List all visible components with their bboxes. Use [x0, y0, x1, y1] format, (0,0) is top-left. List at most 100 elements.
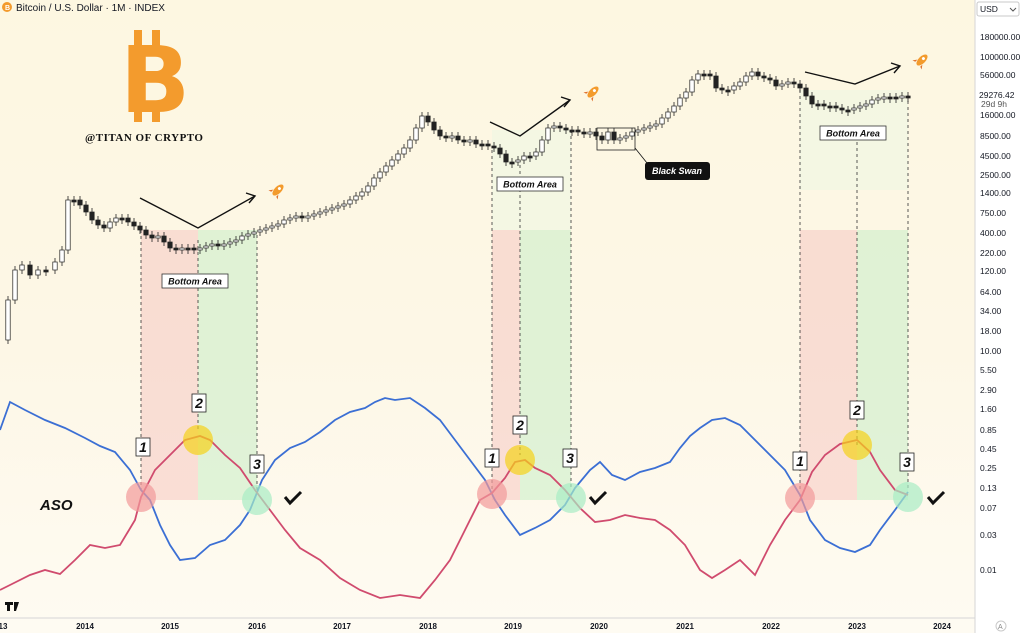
x-tick-label: 2023 [848, 622, 866, 631]
price-candle [125, 217, 131, 223]
price-candle [497, 147, 503, 155]
marker-number: 3 [566, 450, 574, 466]
price-candle [905, 95, 911, 99]
price-candle [743, 75, 749, 83]
marker-box [135, 437, 151, 457]
price-candle [641, 127, 647, 131]
price-candle [257, 229, 263, 233]
price-candle [725, 89, 731, 93]
price-candle [851, 107, 857, 111]
price-candle [209, 243, 215, 247]
price-candle [875, 97, 881, 101]
price-candle [701, 73, 707, 77]
price-candle [473, 139, 479, 145]
price-candle [353, 195, 359, 201]
price-candle [167, 241, 173, 249]
x-tick-label: 2022 [762, 622, 780, 631]
y-tick-label: 120.00 [980, 266, 1006, 276]
y-tick-label: 1400.00 [980, 188, 1011, 198]
price-candle [335, 205, 341, 209]
checkmark-icon [283, 490, 303, 506]
bottom-zone-red [141, 230, 198, 500]
price-candle [485, 143, 491, 147]
price-candle [107, 221, 113, 229]
price-candle [689, 79, 695, 93]
price-candle [251, 231, 257, 235]
y-tick-label: 180000.00 [980, 32, 1020, 42]
price-candle [233, 239, 239, 243]
price-candle [857, 105, 863, 109]
chart-header: B Bitcoin / U.S. Dollar · 1M · INDEX [2, 2, 165, 14]
price-candle [191, 247, 197, 251]
price-candle [545, 127, 551, 141]
crossover-dot [183, 425, 213, 455]
price-candle [317, 211, 323, 215]
trend-arrow [139, 195, 256, 229]
bitcoin-small-icon [2, 2, 12, 12]
price-candle [131, 221, 137, 227]
y-tick-label: 56000.00 [980, 70, 1016, 80]
x-tick-label: 2016 [248, 622, 266, 631]
price-candle [671, 105, 677, 113]
price-candle [425, 115, 431, 123]
svg-text:B: B [5, 5, 10, 12]
price-candle [881, 96, 887, 100]
crossover-dot [126, 482, 156, 512]
price-candle [245, 233, 251, 237]
auto-scale-icon[interactable]: A [995, 620, 1007, 632]
price-candle [653, 123, 659, 127]
price-candle [479, 143, 485, 147]
price-candle [413, 127, 419, 141]
y-tick-label: 400.00 [980, 228, 1006, 238]
price-candle [401, 147, 407, 155]
y-tick-label: 5.50 [980, 365, 997, 375]
price-candle [827, 105, 833, 109]
price-candle [419, 115, 425, 129]
marker-number: 3 [253, 456, 261, 472]
y-tick-label: 16000.00 [980, 110, 1016, 120]
marker-box [849, 400, 865, 420]
price-candle [683, 91, 689, 99]
bottom-area-label: Bottom Area [503, 180, 557, 190]
checkmark-icon [588, 490, 608, 506]
price-candle [293, 215, 299, 219]
last-price: 29276.42 [979, 90, 1015, 100]
price-candle [809, 95, 815, 105]
time-axis-ticks: 13 2014 2015 2016 2017 2018 2019 2020 2021 2022 20… [0, 622, 951, 631]
price-candle [521, 155, 527, 161]
price-candle [311, 213, 317, 217]
marker-box [899, 452, 915, 472]
marker-number: 1 [139, 439, 147, 455]
price-candle [455, 135, 461, 141]
price-candle [623, 135, 629, 139]
price-candle [647, 125, 653, 129]
price-candle [275, 223, 281, 227]
rocket-icon [268, 184, 284, 200]
y-tick-label: 2.90 [980, 385, 997, 395]
price-candle [52, 261, 58, 271]
price-candle [557, 125, 563, 129]
x-tick-label: 2017 [333, 622, 351, 631]
y-tick-label: 0.45 [980, 444, 997, 454]
price-candle [803, 87, 809, 97]
price-candle [785, 81, 791, 85]
price-candle [197, 247, 203, 251]
currency-selector[interactable]: USD [976, 1, 1020, 17]
price-candle [509, 161, 515, 165]
y-tick-label: 100000.00 [980, 52, 1020, 62]
bottom-zone-red [800, 230, 857, 500]
price-candle [605, 131, 611, 141]
marker-box [249, 454, 265, 474]
price-candle [323, 209, 329, 213]
chart-title: Bitcoin / U.S. Dollar · 1M · INDEX [16, 3, 165, 14]
y-tick-label: 10.00 [980, 346, 1002, 356]
y-tick-label: 750.00 [980, 208, 1006, 218]
price-candle [155, 235, 161, 239]
price-candle [893, 96, 899, 100]
tradingview-logo-icon [5, 602, 19, 611]
price-candle [227, 241, 233, 245]
y-tick-label: 1.60 [980, 404, 997, 414]
black-swan-box [596, 127, 636, 151]
price-candle [329, 207, 335, 211]
